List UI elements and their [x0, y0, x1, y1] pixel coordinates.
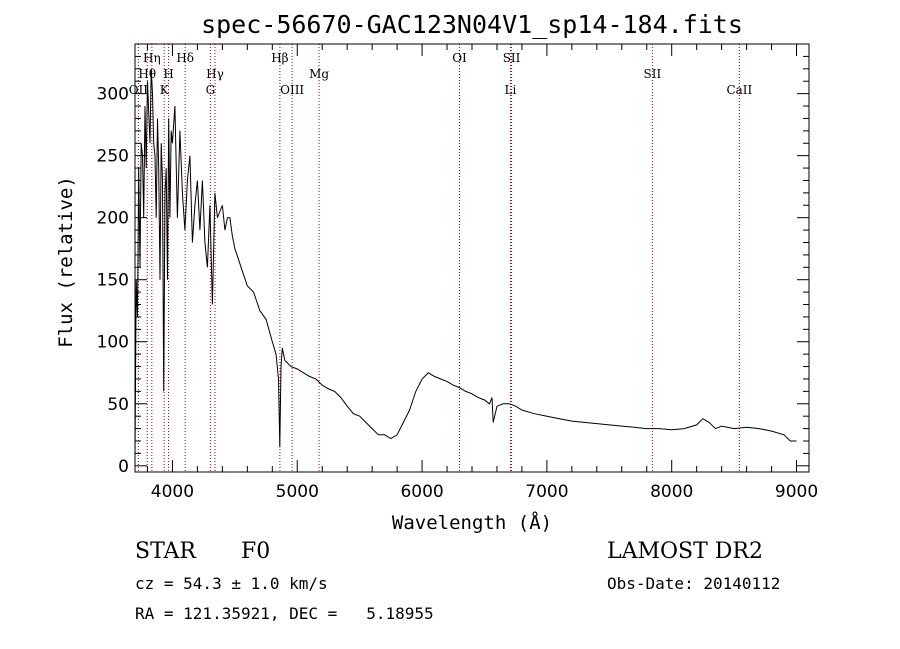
- line-marker-label: K: [160, 83, 170, 97]
- line-marker-label: Hη: [143, 51, 161, 65]
- plot-frame: [134, 43, 810, 473]
- x-tick-label: 8000: [650, 482, 693, 502]
- y-axis-label: Flux (relative): [55, 176, 77, 348]
- line-marker-label: Li: [505, 83, 517, 97]
- line-marker-label: OII: [129, 83, 149, 97]
- spectrum-line: [134, 68, 797, 460]
- y-tick-label: 0: [118, 457, 129, 477]
- y-tick-label: 50: [107, 395, 129, 415]
- line-marker-label: Hθ: [138, 67, 156, 81]
- y-tick-label: 100: [97, 333, 129, 353]
- line-marker-label: Hβ: [271, 51, 288, 65]
- axis-tick-labels: 4000 5000 6000 7000 8000 9000 0 50 100 150 200 250 3…: [97, 85, 819, 502]
- survey-release: LAMOST DR2: [607, 539, 763, 564]
- y-tick-label: 300: [97, 85, 129, 105]
- line-marker-label: Hγ: [206, 67, 224, 81]
- line-marker-label: OI: [452, 51, 467, 65]
- line-marker-label: G: [206, 83, 216, 97]
- x-axis-label: Wavelength (Å): [392, 511, 552, 534]
- line-marker-label: Mg: [309, 67, 329, 81]
- x-tick-label: 4000: [151, 482, 194, 502]
- x-tick-label: 6000: [400, 482, 443, 502]
- object-class: STAR: [135, 539, 196, 564]
- line-marker-label: OIII: [280, 83, 304, 97]
- line-marker-label: SII: [503, 51, 521, 65]
- spectral-subclass: F0: [241, 539, 271, 564]
- chart-title: spec-56670-GAC123N04V1_sp14-184.fits: [201, 10, 743, 39]
- coordinates: RA = 121.35921, DEC = 5.18955: [135, 604, 434, 623]
- x-tick-label: 7000: [525, 482, 568, 502]
- x-tick-label: 5000: [276, 482, 319, 502]
- observation-date: Obs-Date: 20140112: [607, 574, 781, 593]
- axis-ticks: [135, 44, 809, 472]
- x-tick-label: 9000: [775, 482, 818, 502]
- y-tick-label: 200: [97, 209, 129, 229]
- y-tick-label: 150: [97, 271, 129, 291]
- redshift-readout: cz = 54.3 ± 1.0 km/s: [135, 574, 328, 593]
- line-marker-label: Hδ: [176, 51, 194, 65]
- y-tick-label: 250: [97, 147, 129, 167]
- line-marker-label: H: [163, 67, 173, 81]
- line-marker-label: SII: [644, 67, 662, 81]
- line-marker-label: CaII: [726, 83, 752, 97]
